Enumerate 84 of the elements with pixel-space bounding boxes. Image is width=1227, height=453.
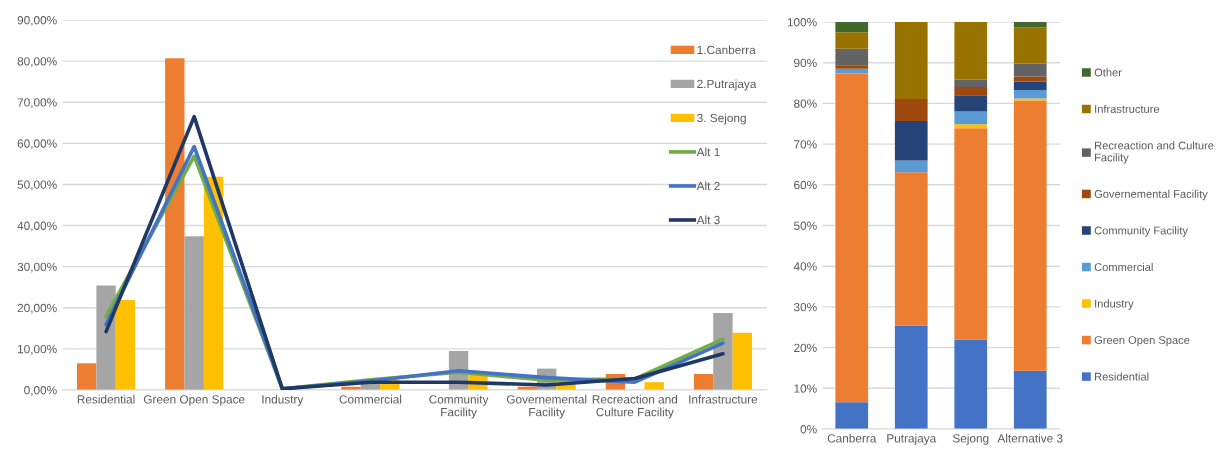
y-tick-label: 50% xyxy=(793,221,817,230)
y-tick-label: 0,00% xyxy=(24,386,57,396)
x-tick-label: Industry xyxy=(262,394,304,406)
bar xyxy=(1013,89,1047,99)
bar xyxy=(954,95,988,112)
bar xyxy=(954,124,988,129)
bar xyxy=(184,236,204,390)
bar xyxy=(1013,63,1047,77)
y-tick-label: 60% xyxy=(794,180,817,190)
x-tick-label: Governemental Facility xyxy=(506,394,587,419)
bar xyxy=(1013,22,1047,28)
legend-label: 3. Sejong xyxy=(697,113,746,125)
bar xyxy=(835,22,869,33)
x-tick-label: Residential xyxy=(77,394,135,404)
legend-label: Green Open Space xyxy=(1094,336,1190,347)
bar xyxy=(894,325,928,429)
y-tick-label: 60,00% xyxy=(17,139,57,150)
bar xyxy=(954,111,988,125)
bar xyxy=(1013,27,1047,64)
x-tick-label: Putrajaya xyxy=(887,433,937,445)
y-tick-label: 20,00% xyxy=(17,303,57,314)
y-tick-label: 30,00% xyxy=(17,262,57,273)
y-tick-label: 40% xyxy=(793,262,817,271)
x-tick-label: Alternative 3 xyxy=(997,433,1063,443)
y-tick-label: 90% xyxy=(794,58,817,68)
x-tick-label: Community Facility xyxy=(429,394,489,419)
x-tick-label: Commercial xyxy=(339,394,402,404)
y-tick-label: 40,00% xyxy=(17,221,57,232)
legend-label: Commercial xyxy=(1094,262,1153,271)
x-tick-label: Canberra xyxy=(827,433,877,443)
bar xyxy=(835,48,869,66)
y-tick-label: 70% xyxy=(794,140,817,149)
bar xyxy=(894,98,928,121)
legend-label: 2.Putrajaya xyxy=(697,79,757,91)
y-tick-label: 70,00% xyxy=(17,98,57,109)
bar xyxy=(713,313,733,390)
bar xyxy=(1013,100,1047,371)
y-tick-label: 10% xyxy=(794,384,817,393)
bar xyxy=(954,79,988,88)
bar xyxy=(835,73,869,403)
y-tick-label: 100% xyxy=(787,18,817,27)
bar xyxy=(835,32,869,49)
legend-label: Alt 2 xyxy=(696,181,720,191)
legend-label: Industry xyxy=(1095,299,1134,310)
legend-label: Infrastructure xyxy=(1095,104,1160,113)
x-tick-label: Infrastructure xyxy=(689,394,758,404)
bar xyxy=(954,128,988,340)
legend-label: Alt 1 xyxy=(696,147,720,157)
y-tick-label: 80,00% xyxy=(17,57,57,67)
y-tick-label: 30% xyxy=(793,302,817,312)
bar xyxy=(894,172,928,326)
bar xyxy=(835,65,869,69)
bar xyxy=(954,87,988,96)
legend-label: Recreaction and Culture Facility xyxy=(1095,141,1214,164)
bar xyxy=(115,299,136,390)
y-tick-label: 50,00% xyxy=(17,180,57,191)
y-tick-label: 0% xyxy=(800,425,817,434)
legend-label: Community Facility xyxy=(1094,226,1188,237)
bar xyxy=(954,339,988,429)
bar xyxy=(835,402,869,429)
legend-label: 1.Canberra xyxy=(697,45,756,55)
bar xyxy=(894,120,928,161)
y-tick-label: 80% xyxy=(794,99,817,108)
y-tick-label: 10,00% xyxy=(18,344,57,355)
bar xyxy=(76,363,97,390)
bar xyxy=(693,373,714,390)
x-tick-label: Green Open Space xyxy=(143,395,245,406)
legend-label: Alt 3 xyxy=(696,215,720,225)
bar xyxy=(894,22,928,99)
bar xyxy=(1013,81,1047,90)
legend-label: Residential xyxy=(1095,372,1149,381)
x-tick-label: Sejong xyxy=(952,433,989,445)
bar xyxy=(732,332,753,390)
bar xyxy=(1013,98,1047,101)
y-tick-label: 90,00% xyxy=(17,16,57,26)
bar xyxy=(954,22,988,80)
bar xyxy=(1013,370,1047,429)
bar xyxy=(835,68,869,73)
bar xyxy=(894,160,928,173)
bar xyxy=(165,58,185,390)
y-tick-label: 20% xyxy=(794,343,817,352)
legend-label: Other xyxy=(1094,68,1122,77)
legend-label: Governemental Facility xyxy=(1094,189,1208,201)
x-tick-label: Recreaction and Culture Facility xyxy=(592,394,678,419)
